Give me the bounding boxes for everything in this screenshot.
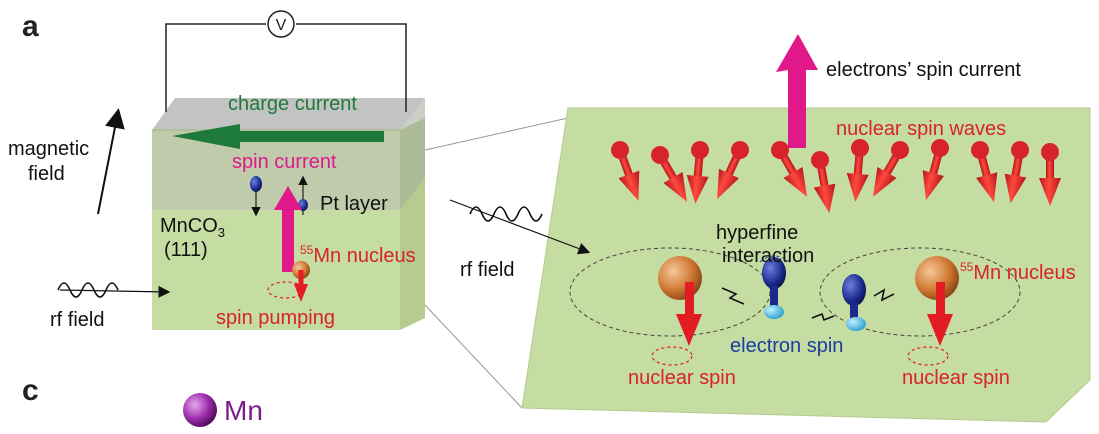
nuclear-spin-arrow (651, 146, 687, 202)
hyperfine-label-1: hyperfine (716, 222, 798, 244)
nuclear-spin-wave-arrows (611, 139, 1061, 214)
nuclear-spin-arrow (873, 141, 909, 197)
enlarged-slab (521, 107, 1091, 423)
spin-pumping-label: spin pumping (216, 307, 335, 329)
left-rf-field-label: rf field (50, 309, 104, 331)
pt-layer-label: Pt layer (320, 193, 388, 215)
right-nucleus-left (651, 256, 702, 366)
nuclear-spin-arrow (846, 139, 869, 202)
hyperfine-zigzags (721, 287, 895, 322)
nuclear-spin-arrow (971, 141, 998, 203)
magnetic-field-label-1: magnetic (8, 138, 89, 160)
left-nucleus (267, 261, 310, 302)
nuclear-spin-arrow (811, 151, 836, 214)
magnetic-field-arrow (97, 108, 125, 215)
crystal-label: MnCO3 (160, 215, 225, 240)
charge-current-arrow (172, 124, 384, 149)
nuclear-spin-arrow (686, 141, 709, 204)
electron-spin-label: electron spin (730, 335, 843, 357)
voltmeter-label: V (276, 17, 287, 34)
electron-spin-right (842, 274, 866, 331)
electrons-spin-current-arrow (776, 34, 818, 148)
right-orbit (819, 247, 1021, 337)
voltmeter-circuit (165, 23, 407, 112)
right-rf-wave (449, 199, 591, 255)
panel-letter-c: c (22, 374, 39, 407)
right-nucleus-right (907, 256, 959, 366)
nuclear-spin-arrow (611, 141, 640, 201)
hyperfine-label-2: interaction (722, 245, 814, 267)
nuclear-spin-arrow (1004, 141, 1029, 204)
panel-letter-a: a (22, 10, 39, 43)
spin-current-arrow (274, 186, 302, 272)
electron-spin-left (759, 255, 791, 319)
magnetic-field-label-2: field (28, 163, 65, 185)
pt-layer-side (400, 98, 425, 210)
right-nucleus-label: 55Mn nucleus (960, 260, 1076, 284)
pt-layer-front (152, 130, 400, 210)
electrons-spin-current-label: electrons’ spin current (826, 59, 1021, 81)
right-rf-field-label: rf field (460, 259, 514, 281)
nuclear-spin-label-right: nuclear spin (902, 367, 1010, 389)
voltmeter-icon (267, 10, 295, 38)
left-nucleus-label: 55Mn nucleus (300, 243, 416, 267)
nuclear-spin-arrow (1039, 143, 1061, 206)
device-block (152, 98, 425, 330)
spin-current-label: spin current (232, 151, 337, 173)
nuclear-spin-arrow (717, 141, 749, 199)
nuclear-spin-arrow (922, 139, 949, 201)
left-rf-wave (57, 282, 171, 298)
pt-layer (152, 98, 425, 130)
crystal-orientation: (111) (164, 239, 208, 261)
nuclear-spin-waves-label: nuclear spin waves (836, 118, 1006, 140)
mn-atom-icon (183, 393, 217, 427)
zoom-lines (424, 117, 569, 409)
nuclear-spin-arrow (771, 141, 807, 197)
mn-atom-label: Mn (224, 395, 263, 426)
nuclear-spin-label-left: nuclear spin (628, 367, 736, 389)
charge-current-label: charge current (228, 93, 357, 115)
